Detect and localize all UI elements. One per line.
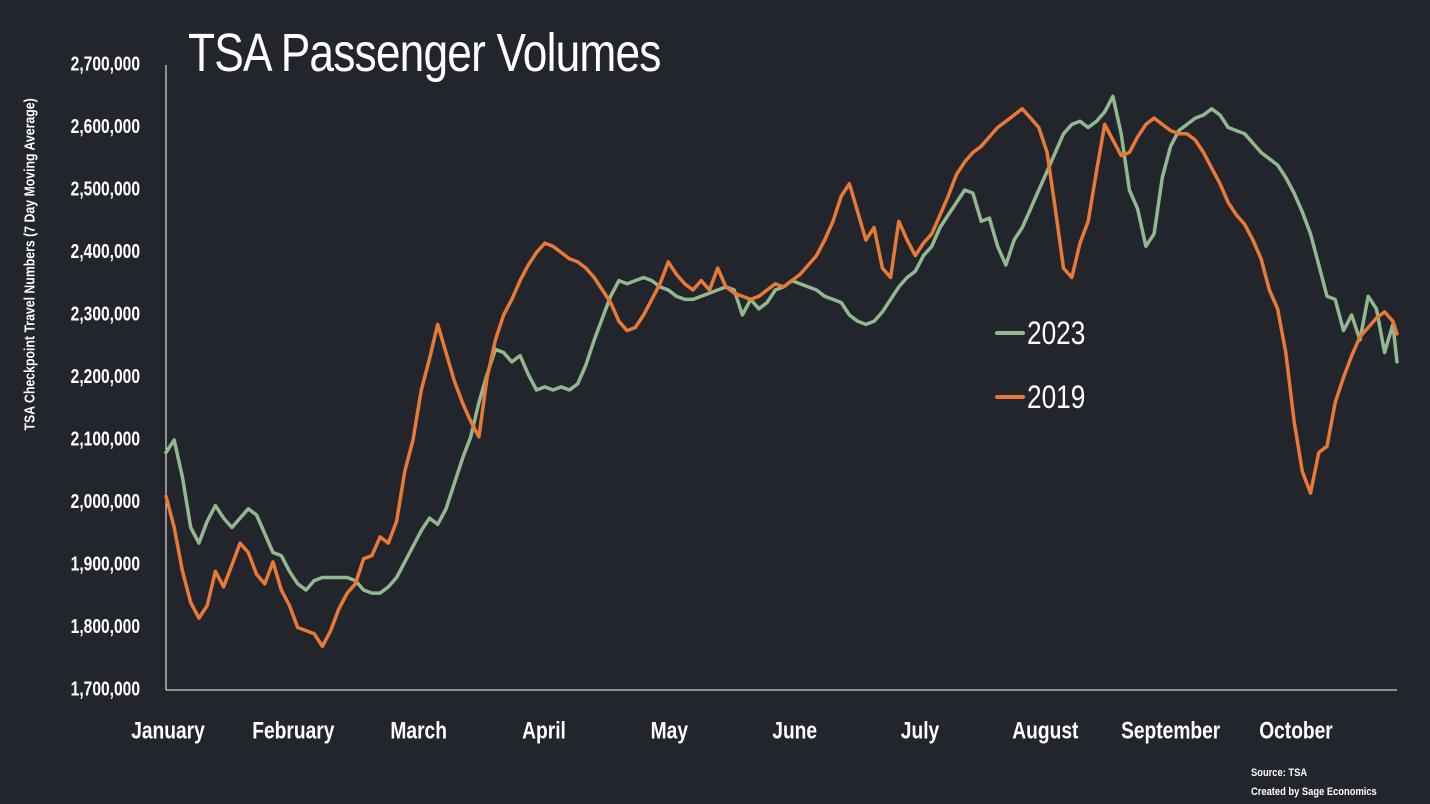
x-month-label: October xyxy=(1259,716,1333,744)
source-note: Source: TSA Created by Sage Economics xyxy=(1251,764,1377,802)
x-month-label: July xyxy=(901,716,939,744)
y-tick-label: 1,900,000 xyxy=(71,552,140,574)
legend-item-2019: 2019 xyxy=(995,377,1098,417)
y-tick-label: 2,000,000 xyxy=(71,490,140,512)
chart-title: TSA Passenger Volumes xyxy=(188,23,661,83)
credit-line: Created by Sage Economics xyxy=(1251,786,1377,798)
legend-swatch-2023 xyxy=(995,331,1025,335)
series-line-2019 xyxy=(164,107,1399,649)
legend-label-2019: 2019 xyxy=(1027,378,1086,415)
y-tick-label: 2,700,000 xyxy=(71,52,140,74)
legend-label-2023: 2023 xyxy=(1027,314,1086,351)
y-axis-label: TSA Checkpoint Travel Numbers (7 Day Mov… xyxy=(21,98,39,431)
x-month-label: June xyxy=(772,716,817,744)
y-tick-label: 2,400,000 xyxy=(71,240,140,262)
x-month-label: August xyxy=(1012,716,1078,744)
source-line: Source: TSA xyxy=(1251,767,1308,779)
y-tick-label: 2,200,000 xyxy=(71,365,140,387)
y-tick-label: 2,600,000 xyxy=(71,115,140,137)
y-tick-label: 1,800,000 xyxy=(71,615,140,637)
x-month-label: May xyxy=(651,716,688,744)
x-month-label: September xyxy=(1121,716,1221,744)
x-month-label: April xyxy=(522,716,566,744)
x-month-label: January xyxy=(131,716,205,744)
legend-swatch-2019 xyxy=(995,395,1025,399)
legend-item-2023: 2023 xyxy=(995,313,1098,353)
y-tick-label: 2,100,000 xyxy=(71,427,140,449)
x-month-label: February xyxy=(252,716,334,744)
x-month-label: March xyxy=(390,716,447,744)
y-tick-label: 1,700,000 xyxy=(71,677,140,699)
y-tick-label: 2,500,000 xyxy=(71,177,140,199)
y-tick-label: 2,300,000 xyxy=(71,302,140,324)
